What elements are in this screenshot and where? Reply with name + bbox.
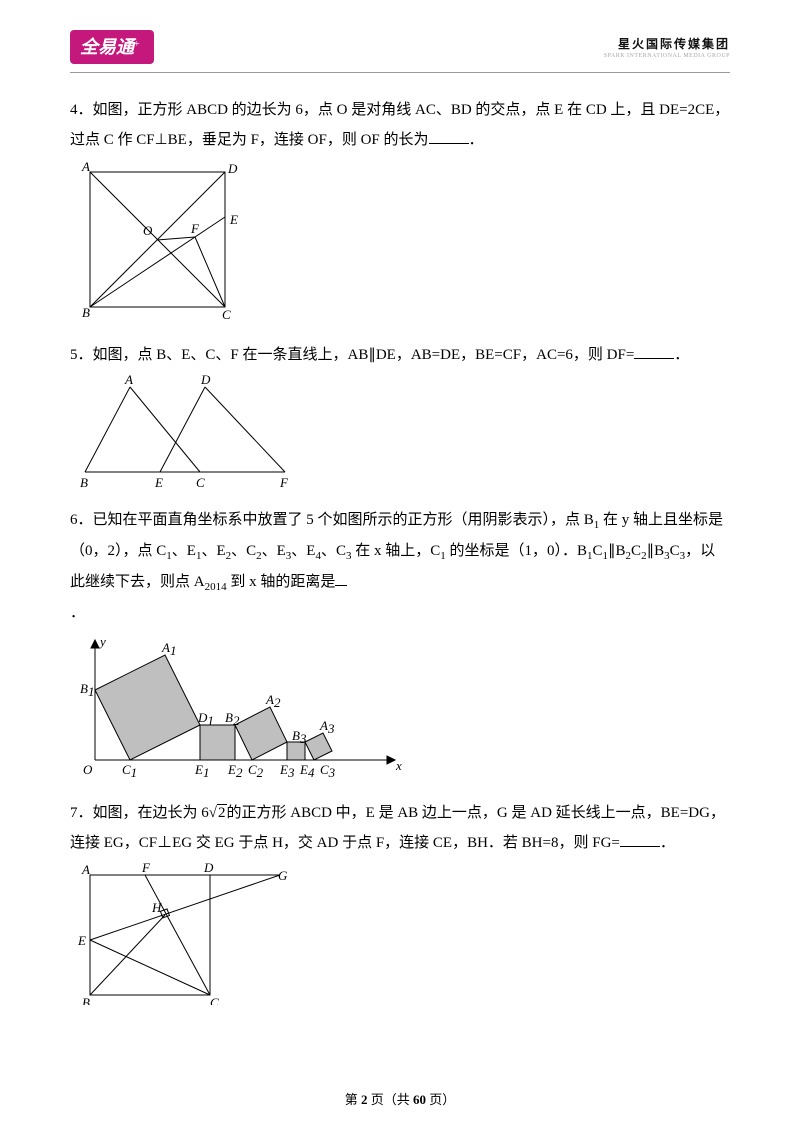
svg-text:C: C	[210, 995, 219, 1005]
sqrt-7-arg: 2	[217, 804, 227, 821]
p6-s16: 2014	[205, 581, 227, 593]
group-label-block: 星火国际传媒集团 SPARK INTERNATIONAL MEDIA GROUP	[604, 35, 730, 59]
svg-text:D: D	[200, 372, 211, 387]
svg-text:B1: B1	[80, 681, 94, 699]
diagram-7-svg: A F D G E B C H	[70, 860, 300, 1005]
svg-text:A2: A2	[265, 692, 281, 710]
svg-text:H: H	[151, 900, 162, 915]
p6-f: 、E	[262, 543, 286, 559]
diagram-5: A D B E C F	[70, 372, 730, 503]
diagram-4: A D B C O F E	[70, 157, 730, 338]
svg-text:E: E	[229, 212, 238, 227]
p6-o: C	[670, 543, 680, 559]
svg-text:O: O	[83, 762, 93, 777]
svg-text:E: E	[154, 475, 163, 490]
p6-c: 、E	[172, 543, 196, 559]
p6-n: ∥B	[647, 543, 665, 559]
p6-a: 6．已知在平面直角坐标系中放置了 5 个如图所示的正方形（用阴影表示），点 B	[70, 512, 594, 528]
blank-6	[335, 571, 347, 586]
svg-text:B: B	[82, 995, 90, 1005]
svg-text:E4: E4	[299, 762, 315, 780]
svg-text:G: G	[278, 868, 288, 883]
page-footer: 第 2 页（共 60 页）	[0, 1089, 800, 1108]
logo-text: 全易通	[80, 37, 134, 57]
p6-g: 、E	[291, 543, 315, 559]
svg-text:F: F	[141, 860, 151, 875]
period-4: ．	[469, 132, 484, 148]
svg-text:A: A	[81, 159, 90, 174]
p7-a: 7．如图，在边长为 6	[70, 805, 209, 821]
svg-text:C3: C3	[320, 762, 336, 780]
svg-text:O: O	[143, 223, 153, 238]
diagram-4-svg: A D B C O F E	[70, 157, 245, 327]
diagram-6: O y x B1 A1 D1 B2 A2 B3 A3 C1 E1 E2 C2 E…	[70, 630, 730, 796]
footer-suffix: 页）	[426, 1092, 455, 1107]
svg-text:E: E	[77, 933, 86, 948]
svg-text:F: F	[279, 475, 289, 490]
diagram-6-svg: O y x B1 A1 D1 B2 A2 B3 A3 C1 E1 E2 C2 E…	[70, 630, 410, 785]
diagram-5-svg: A D B E C F	[70, 372, 300, 492]
svg-text:C: C	[196, 475, 205, 490]
problem-7: 7．如图，在边长为 6√2的正方形 ABCD 中，E 是 AB 边上一点，G 是…	[70, 798, 730, 858]
period-6: ．	[70, 605, 85, 621]
svg-text:E1: E1	[194, 762, 209, 780]
problem-6: 6．已知在平面直角坐标系中放置了 5 个如图所示的正方形（用阴影表示），点 B1…	[70, 505, 730, 628]
problem-4: 4．如图，正方形 ABCD 的边长为 6，点 O 是对角线 AC、BD 的交点，…	[70, 95, 730, 155]
footer-mid: 页（共	[367, 1092, 413, 1107]
p6-h: 、C	[321, 543, 346, 559]
footer-total: 60	[413, 1092, 426, 1107]
diagram-7: A F D G E B C H	[70, 860, 730, 1016]
blank-4	[429, 129, 469, 144]
blank-7	[620, 832, 660, 847]
period-7: ．	[660, 835, 675, 851]
p6-d: 、E	[201, 543, 225, 559]
p6-k: C	[593, 543, 603, 559]
blank-5	[634, 344, 674, 359]
svg-text:B: B	[80, 475, 88, 490]
logo-badge: 全易通+	[70, 30, 154, 64]
p6-m: C	[631, 543, 641, 559]
p6-e: 、C	[231, 543, 256, 559]
svg-text:A: A	[81, 862, 90, 877]
svg-text:A: A	[124, 372, 133, 387]
footer-prefix: 第	[345, 1092, 361, 1107]
svg-text:D: D	[227, 161, 238, 176]
group-subname: SPARK INTERNATIONAL MEDIA GROUP	[604, 53, 730, 59]
svg-text:B: B	[82, 305, 90, 320]
period-5: ．	[674, 347, 689, 363]
svg-text:y: y	[98, 634, 106, 649]
svg-text:E2: E2	[227, 762, 243, 780]
svg-text:C2: C2	[248, 762, 264, 780]
svg-text:C: C	[222, 307, 231, 322]
group-name: 星火国际传媒集团	[604, 35, 730, 52]
svg-text:x: x	[395, 758, 402, 773]
p6-i: 在 x 轴上，C	[351, 543, 440, 559]
p6-l: ∥B	[608, 543, 626, 559]
problem-4-text: 4．如图，正方形 ABCD 的边长为 6，点 O 是对角线 AC、BD 的交点，…	[70, 102, 729, 148]
page-header: 全易通+ 星火国际传媒集团 SPARK INTERNATIONAL MEDIA …	[70, 0, 730, 73]
logo-plus: +	[134, 39, 140, 50]
svg-text:D: D	[203, 860, 214, 875]
problem-5-text: 5．如图，点 B、E、C、F 在一条直线上，AB∥DE，AB=DE，BE=CF，…	[70, 347, 634, 363]
p6-q: 到 x 轴的距离是	[227, 574, 336, 590]
svg-text:E3: E3	[279, 762, 295, 780]
sqrt-7: √2	[209, 798, 227, 828]
svg-text:C1: C1	[122, 762, 137, 780]
p6-j: 的坐标是（1，0）．B	[446, 543, 587, 559]
svg-text:F: F	[190, 221, 200, 236]
content-area: 4．如图，正方形 ABCD 的边长为 6，点 O 是对角线 AC、BD 的交点，…	[0, 73, 800, 1016]
problem-5: 5．如图，点 B、E、C、F 在一条直线上，AB∥DE，AB=DE，BE=CF，…	[70, 340, 730, 370]
